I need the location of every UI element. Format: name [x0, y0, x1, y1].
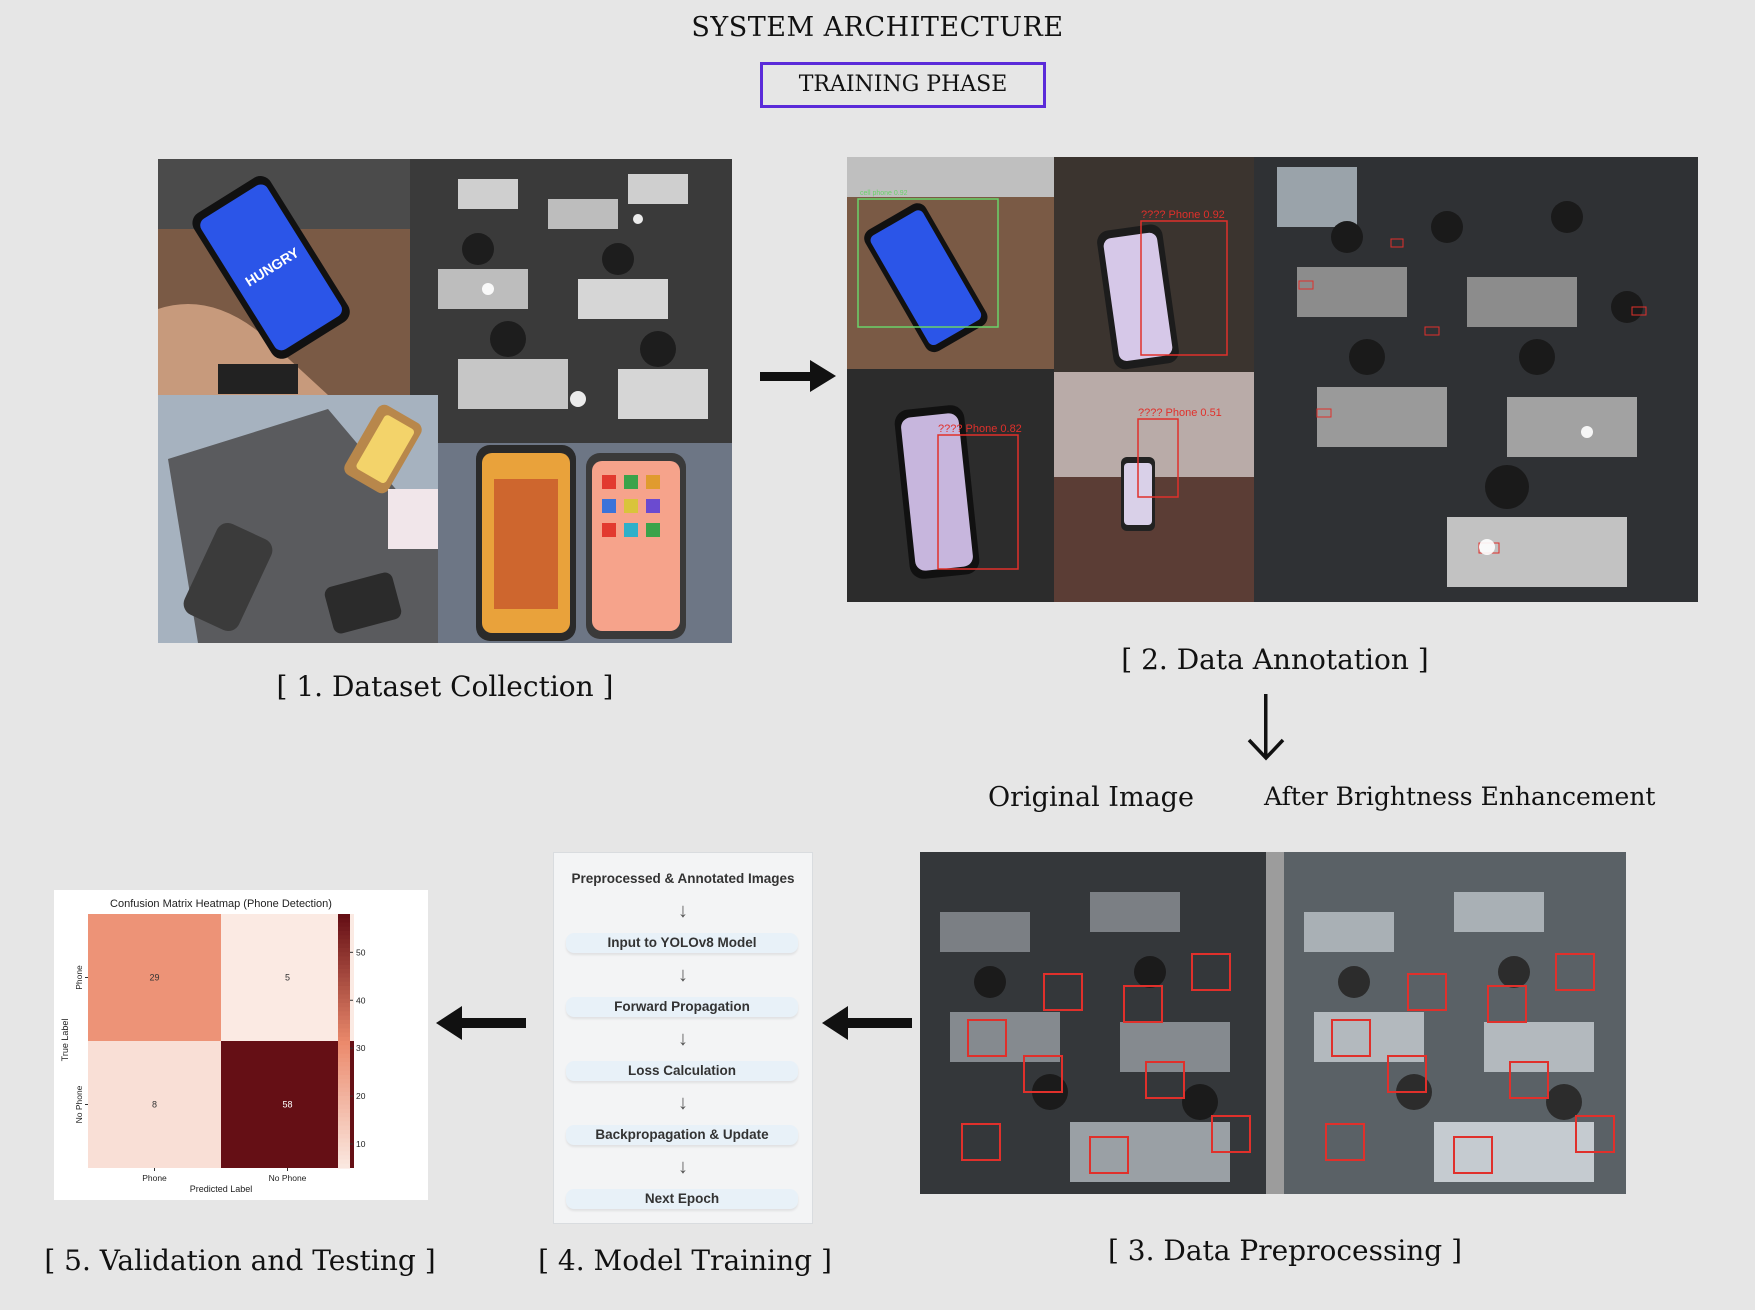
stage-3-caption: [ 3. Data Preprocessing ] — [1107, 1234, 1463, 1267]
enhanced-image — [1284, 852, 1626, 1194]
x-tick-label: No Phone — [269, 1173, 307, 1183]
flow-arrow-icon: ↓ — [678, 964, 688, 986]
colorbar-tick-label: 50 — [356, 947, 366, 957]
training-flow-header: Preprocessed & Annotated Images — [571, 871, 795, 886]
flow-arrow-icon: ↓ — [678, 1028, 688, 1050]
annotation-label-red: ???? Phone 0.82 — [938, 423, 1022, 435]
colorbar-tick-label: 10 — [356, 1139, 366, 1149]
flow-step-next-epoch: Next Epoch — [566, 1189, 798, 1209]
colorbar-tick-label: 40 — [356, 995, 366, 1005]
x-axis-label: Predicted Label — [190, 1184, 253, 1194]
y-tick-label: Phone — [74, 965, 84, 990]
data-annotation-collage: cell phone 0.92 ???? Phone 0.92 ???? Pho… — [847, 157, 1698, 602]
annotated-phone-tilted: ???? Phone 0.82 — [847, 369, 1054, 602]
heatmap-cell — [221, 1041, 354, 1168]
phase-badge: TRAINING PHASE — [760, 62, 1046, 108]
y-axis-label: True Label — [60, 1019, 70, 1062]
arrow-down-icon — [1246, 694, 1286, 762]
annotated-phone-on-couch: ???? Phone 0.92 — [1054, 157, 1254, 372]
flow-step-forward: Forward Propagation — [566, 997, 798, 1017]
colorbar-tick-label: 30 — [356, 1043, 366, 1053]
flow-step-loss: Loss Calculation — [566, 1061, 798, 1081]
flow-step-backprop: Backpropagation & Update — [566, 1125, 798, 1145]
photo-phone-in-hand: HUNGRY — [158, 159, 410, 395]
photo-classroom — [410, 159, 732, 443]
photo-devices-on-blanket — [158, 395, 438, 643]
heatmap-cell — [221, 914, 354, 1041]
flow-arrow-icon: ↓ — [678, 1092, 688, 1114]
enhanced-image-label: After Brightness Enhancement — [1264, 782, 1656, 811]
stage-1-caption: [ 1. Dataset Collection ] — [276, 670, 614, 703]
annotated-phone-in-hand: cell phone 0.92 — [847, 157, 1054, 369]
photo-two-phones — [438, 443, 732, 643]
annotation-label-red: ???? Phone 0.51 — [1138, 407, 1222, 419]
arrow-left-icon — [436, 1004, 526, 1042]
page-title: SYSTEM ARCHITECTURE — [691, 12, 1064, 43]
arrow-right-icon — [760, 358, 836, 394]
preprocessing-comparison — [920, 852, 1626, 1194]
y-tick-label: No Phone — [74, 1085, 84, 1123]
annotation-label-red: ???? Phone 0.92 — [1141, 209, 1225, 221]
x-tick-label: Phone — [142, 1173, 167, 1183]
annotation-label-green: cell phone 0.92 — [860, 190, 908, 197]
heatmap-cell — [88, 1041, 221, 1168]
confusion-matrix-chart: Confusion Matrix Heatmap (Phone Detectio… — [54, 890, 428, 1200]
flow-step-input: Input to YOLOv8 Model — [566, 933, 798, 953]
cell-value-label: 29 — [149, 973, 159, 983]
annotated-phone-on-desk: ???? Phone 0.51 — [1054, 372, 1254, 602]
flow-arrow-icon: ↓ — [678, 1156, 688, 1178]
cell-value-label: 5 — [285, 973, 290, 983]
annotated-classroom — [1254, 157, 1698, 602]
colorbar-tick-label: 20 — [356, 1091, 366, 1101]
training-flow-panel: Preprocessed & Annotated Images ↓ Input … — [553, 852, 813, 1224]
original-image-label: Original Image — [988, 782, 1194, 813]
cell-value-label: 58 — [282, 1100, 292, 1110]
dataset-collection-collage: HUNGRY — [158, 159, 732, 643]
stage-4-caption: [ 4. Model Training ] — [538, 1244, 832, 1277]
arrow-left-icon — [822, 1004, 912, 1042]
cell-value-label: 8 — [152, 1100, 157, 1110]
stage-5-caption: [ 5. Validation and Testing ] — [44, 1244, 436, 1277]
chart-title: Confusion Matrix Heatmap (Phone Detectio… — [110, 898, 332, 910]
heatmap-cell — [88, 914, 221, 1041]
original-image — [920, 852, 1266, 1194]
stage-2-caption: [ 2. Data Annotation ] — [1121, 643, 1429, 676]
flow-arrow-icon: ↓ — [678, 900, 688, 922]
